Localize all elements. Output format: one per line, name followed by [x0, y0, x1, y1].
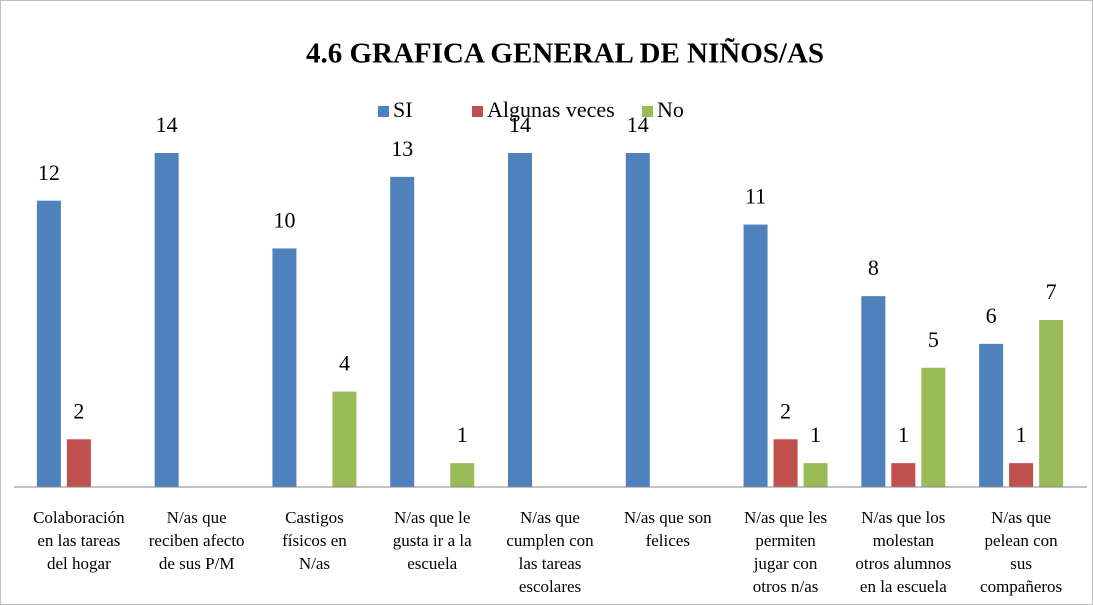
legend-label: Algunas veces	[487, 97, 615, 122]
x-tick-label: molestan	[873, 531, 935, 550]
x-tick-label: cumplen con	[506, 531, 594, 550]
x-tick-label: las tareas	[519, 554, 582, 573]
x-tick-label: reciben afecto	[149, 531, 245, 550]
x-tick-label: escuela	[407, 554, 457, 573]
data-label: 4	[339, 351, 350, 376]
x-tick-label: otros alumnos	[855, 554, 951, 573]
bar	[450, 463, 475, 487]
x-tick-label: jugar con	[753, 554, 818, 573]
x-tick-label: N/as que le	[394, 508, 470, 527]
x-tick-label: en la escuela	[860, 577, 947, 596]
x-tick-label: N/as que	[520, 508, 580, 527]
x-tick-label: Castigos	[285, 508, 344, 527]
data-label: 1	[810, 422, 821, 447]
bar	[861, 296, 886, 487]
x-tick-label: de sus P/M	[159, 554, 235, 573]
legend-label: SI	[393, 97, 413, 122]
data-label: 1	[1016, 422, 1027, 447]
data-label: 1	[898, 422, 909, 447]
data-label: 6	[986, 303, 997, 328]
legend-label: No	[657, 97, 684, 122]
data-label: 2	[780, 398, 791, 423]
bar	[508, 153, 532, 487]
legend-swatch	[472, 106, 483, 117]
data-label: 7	[1046, 279, 1057, 304]
x-tick-label: felices	[646, 531, 690, 550]
x-tick-label: físicos en	[282, 531, 347, 550]
x-tick-label: gusta ir a la	[393, 531, 472, 550]
bar	[979, 343, 1004, 487]
bar	[154, 153, 179, 487]
bar	[272, 248, 297, 487]
legend-swatch	[378, 106, 389, 117]
x-tick-label: en las tareas	[37, 531, 120, 550]
chart-title: 4.6 GRAFICA GENERAL DE NIÑOS/AS	[306, 37, 824, 70]
x-tick-label: sus	[1010, 554, 1032, 573]
data-label: 5	[928, 327, 939, 352]
bar	[803, 463, 828, 487]
data-label: 12	[38, 160, 60, 185]
bar	[390, 176, 415, 487]
x-tick-label: del hogar	[47, 554, 111, 573]
x-tick-label: N/as que	[991, 508, 1051, 527]
bar	[36, 200, 61, 487]
data-label: 14	[627, 112, 649, 137]
x-tick-label: N/as que	[167, 508, 227, 527]
bar	[921, 367, 946, 487]
bar	[773, 439, 798, 487]
x-tick-label: N/as que son	[624, 508, 712, 527]
data-label: 13	[391, 136, 413, 161]
data-label: 2	[73, 398, 84, 423]
data-label: 14	[156, 112, 178, 137]
data-label: 8	[868, 255, 879, 280]
x-tick-label: N/as que les	[744, 508, 827, 527]
x-tick-label: otros n/as	[753, 577, 819, 596]
x-tick-label: pelean con	[985, 531, 1059, 550]
bar	[743, 224, 768, 488]
bar	[1039, 320, 1064, 487]
bar	[625, 153, 650, 487]
data-label: 14	[509, 112, 531, 137]
bar	[66, 439, 91, 487]
data-label: 10	[273, 207, 295, 232]
x-tick-label: N/as	[299, 554, 330, 573]
legend-swatch	[642, 106, 653, 117]
bar	[332, 391, 357, 487]
data-label: 1	[457, 422, 468, 447]
x-tick-label: escolares	[519, 577, 581, 596]
bar	[891, 463, 916, 487]
x-tick-label: Colaboración	[33, 508, 125, 527]
x-tick-label: compañeros	[980, 577, 1062, 596]
x-tick-label: N/as que los	[861, 508, 945, 527]
bar	[1009, 463, 1034, 487]
x-tick-label: permiten	[755, 531, 816, 550]
data-label: 11	[745, 184, 766, 209]
